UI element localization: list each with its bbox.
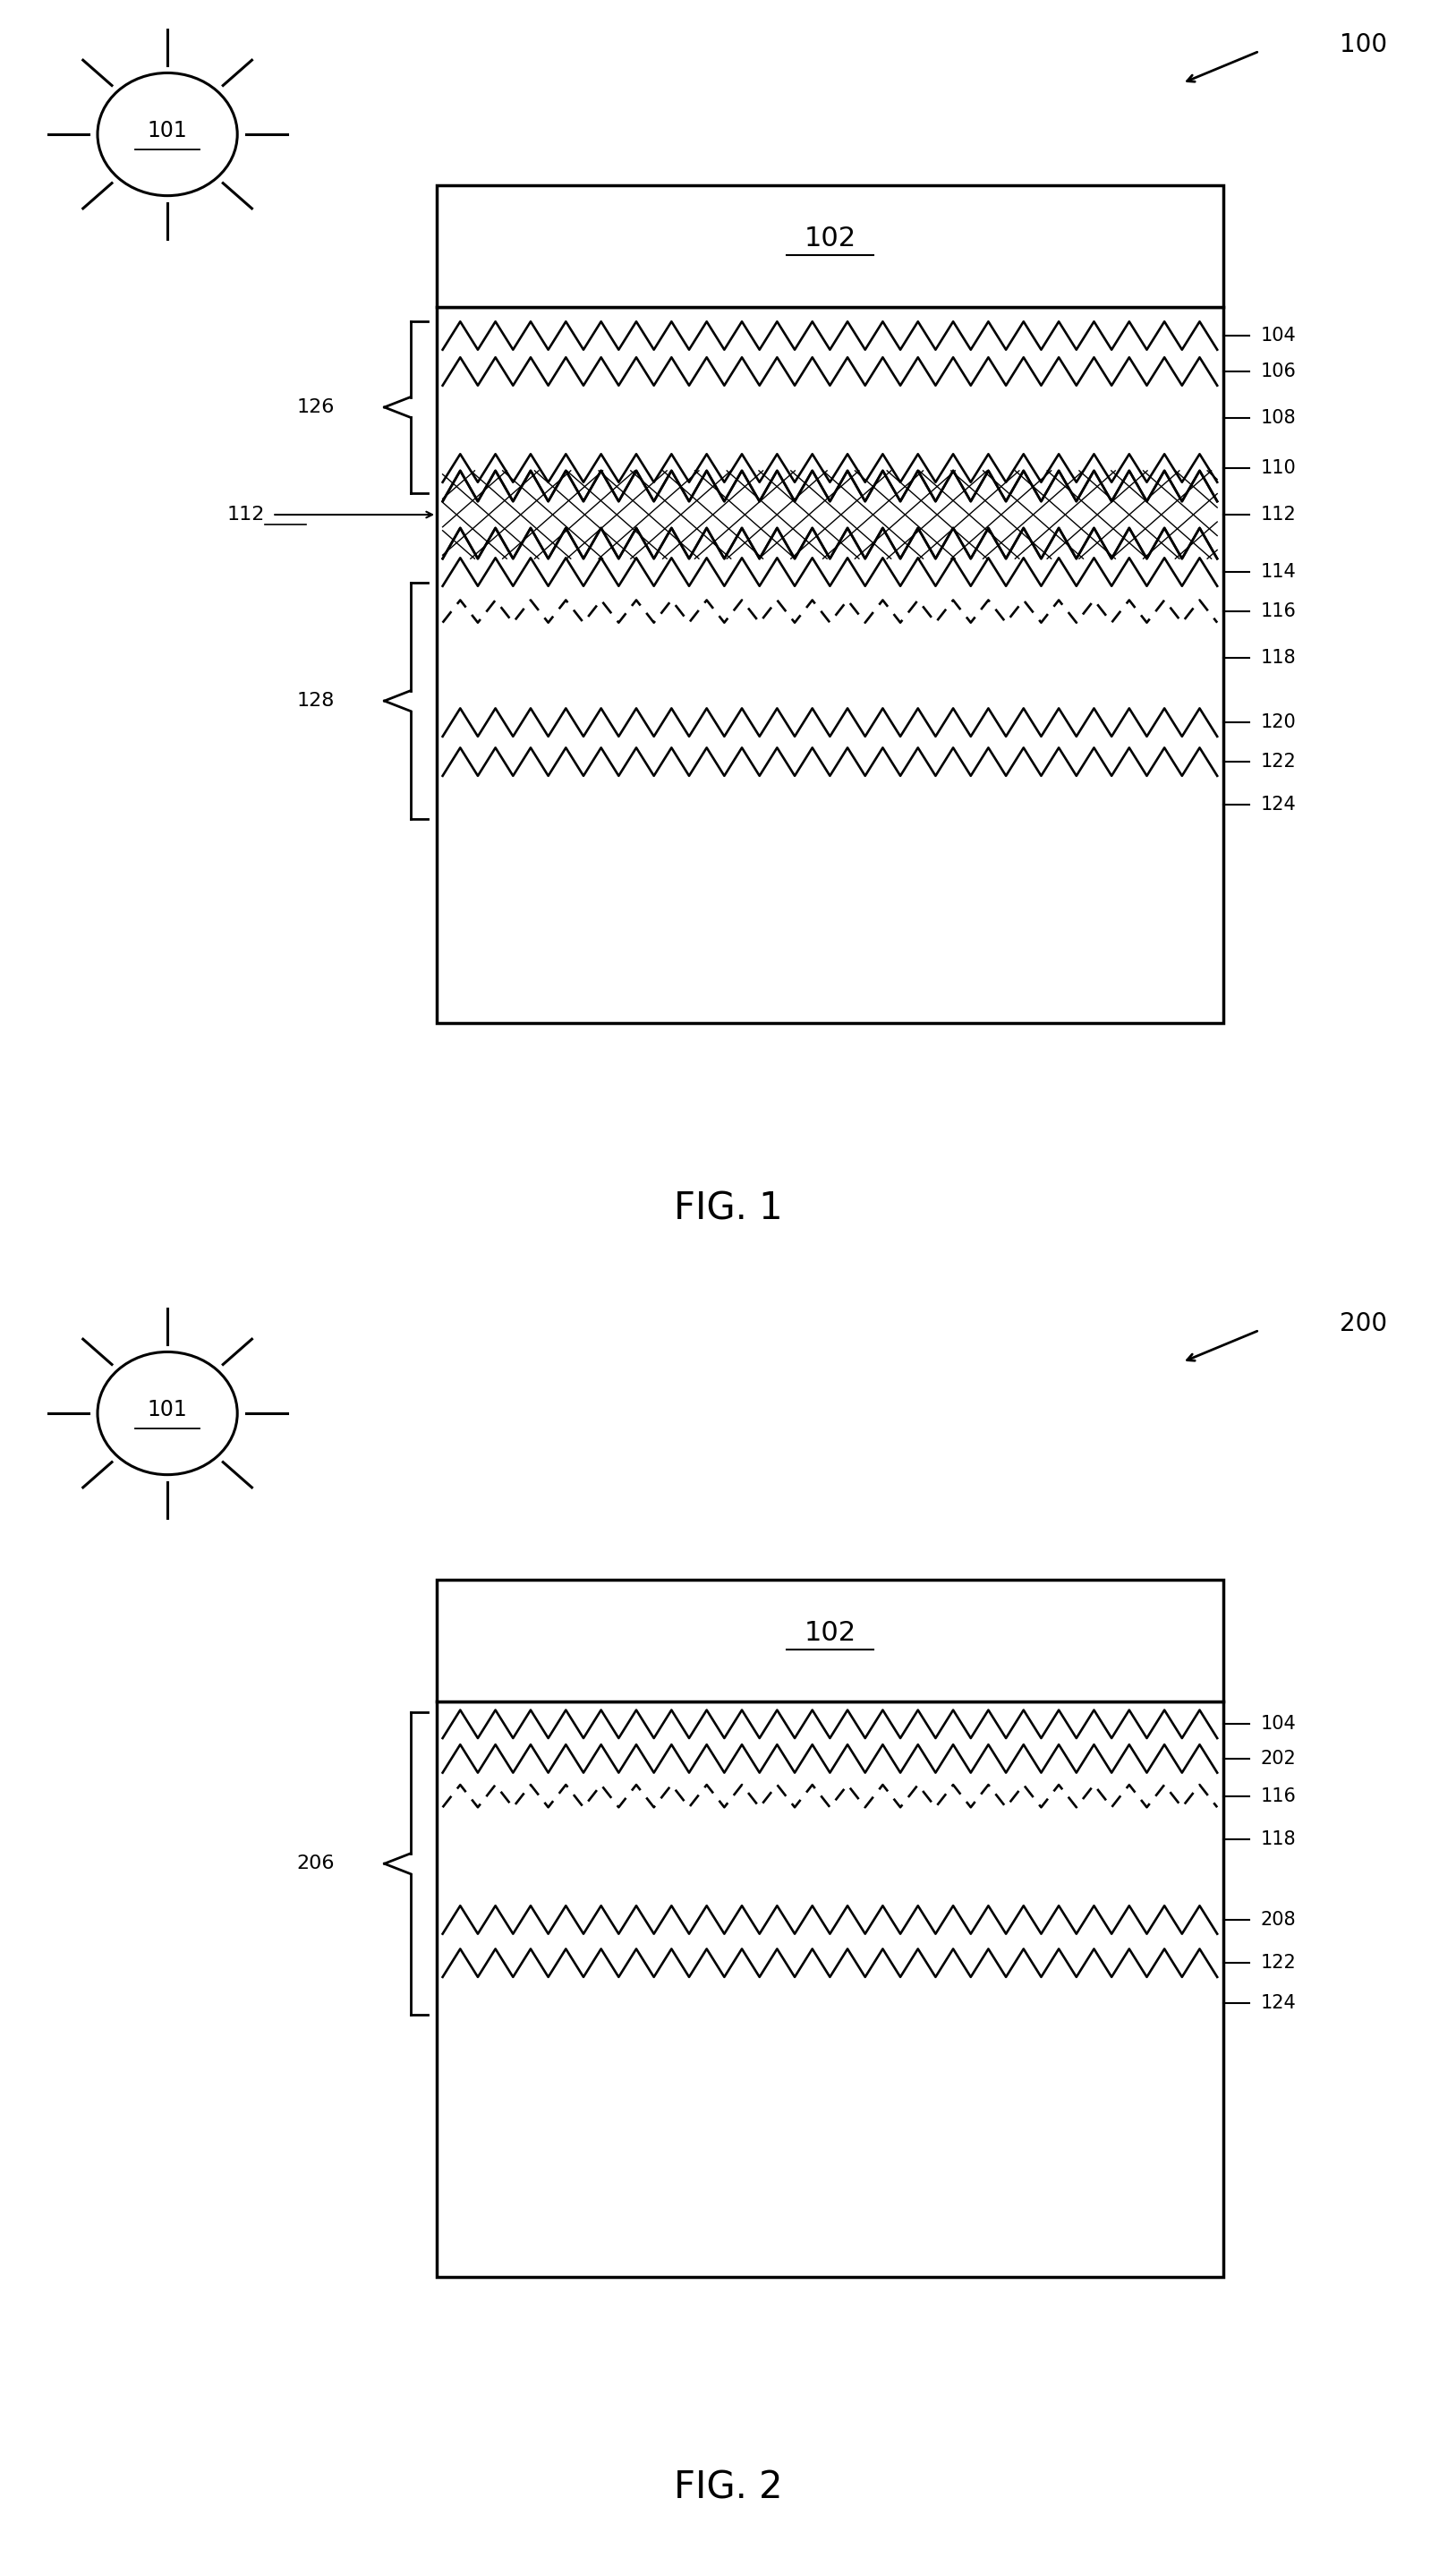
Text: 104: 104 [1261, 1716, 1296, 1732]
Text: 208: 208 [1261, 1911, 1296, 1929]
Text: 122: 122 [1261, 1954, 1296, 1972]
Text: 112: 112 [1261, 506, 1296, 524]
Text: 200: 200 [1340, 1312, 1388, 1335]
Text: 116: 116 [1261, 604, 1297, 619]
Text: FIG. 1: FIG. 1 [674, 1189, 782, 1228]
Text: 112: 112 [227, 506, 265, 524]
Bar [437, 307, 1223, 1023]
Bar [437, 187, 1223, 307]
Text: 120: 120 [1261, 714, 1296, 732]
Text: 118: 118 [1261, 1832, 1296, 1847]
Bar [437, 1701, 1223, 2277]
Text: 116: 116 [1261, 1788, 1297, 1806]
Text: 126: 126 [297, 399, 335, 417]
Bar [437, 1701, 1223, 2277]
Text: 102: 102 [804, 225, 856, 251]
Text: 110: 110 [1261, 460, 1296, 476]
Text: FIG. 2: FIG. 2 [674, 2468, 782, 2507]
Text: 102: 102 [804, 1619, 856, 1645]
Text: 128: 128 [297, 693, 335, 709]
Text: 118: 118 [1261, 650, 1296, 668]
Text: 114: 114 [1261, 563, 1296, 581]
Bar [437, 307, 1223, 1023]
Text: 124: 124 [1261, 1995, 1296, 2013]
Text: 206: 206 [297, 1855, 335, 1872]
Text: 124: 124 [1261, 796, 1296, 813]
Text: 122: 122 [1261, 752, 1296, 770]
Text: 106: 106 [1261, 363, 1297, 381]
Bar [437, 1581, 1223, 1701]
Text: 101: 101 [147, 120, 188, 141]
Bar [437, 187, 1223, 307]
Text: 202: 202 [1261, 1750, 1296, 1768]
Text: 108: 108 [1261, 409, 1296, 427]
Text: 100: 100 [1340, 33, 1388, 56]
Bar [437, 1581, 1223, 1701]
Text: 101: 101 [147, 1399, 188, 1420]
Text: 104: 104 [1261, 327, 1296, 345]
